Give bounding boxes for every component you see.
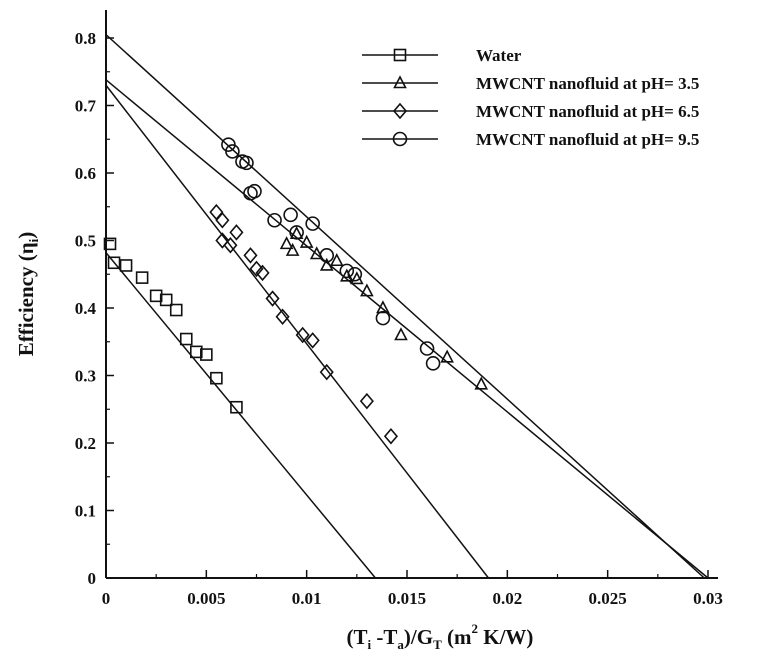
x-axis-title: (Ti -Ta)/GT (m2 K/W) bbox=[347, 621, 534, 652]
legend-marker-diamond bbox=[392, 102, 408, 120]
data-point-triangle bbox=[339, 268, 354, 282]
data-point-square bbox=[135, 271, 149, 284]
data-point-square bbox=[103, 237, 117, 251]
legend-marker-circle bbox=[392, 131, 408, 147]
y-tick-label: 0.5 bbox=[75, 232, 96, 251]
y-tick-label: 0.4 bbox=[75, 299, 97, 318]
data-point-circle bbox=[247, 183, 262, 199]
y-tick-label: 0.1 bbox=[75, 502, 96, 521]
data-point-triangle bbox=[309, 246, 324, 260]
fit-line-triangle bbox=[105, 79, 709, 579]
data-point-triangle bbox=[329, 253, 344, 267]
data-point-diamond bbox=[275, 308, 290, 326]
fit-line-square bbox=[105, 252, 376, 579]
data-point-square bbox=[149, 289, 163, 303]
data-point-circle bbox=[239, 155, 254, 171]
x-tick-label: 0.02 bbox=[492, 589, 522, 608]
x-tick-label: 0.015 bbox=[388, 589, 426, 608]
data-point-square bbox=[200, 348, 213, 361]
data-point-diamond bbox=[295, 326, 310, 344]
data-point-diamond bbox=[255, 264, 270, 282]
series-layer bbox=[103, 34, 709, 579]
x-ticks: 0 0.005 0.01 0.015 0.02 0.025 0.03 bbox=[102, 570, 723, 608]
series-square bbox=[103, 237, 376, 579]
data-point-circle bbox=[319, 248, 335, 263]
data-point-circle bbox=[225, 144, 240, 159]
legend-item-diamond: MWCNT nanofluid at pH= 6.5 bbox=[362, 102, 699, 121]
data-point-diamond bbox=[215, 232, 230, 249]
legend: Water MWCNT nanofluid at pH= 3.5 MWCNT nan… bbox=[362, 46, 699, 149]
legend-label: MWCNT nanofluid at pH= 9.5 bbox=[476, 130, 699, 149]
data-point-diamond bbox=[265, 290, 280, 307]
data-point-triangle bbox=[394, 327, 408, 341]
data-point-square bbox=[119, 259, 133, 272]
data-point-triangle bbox=[279, 236, 294, 250]
legend-label: Water bbox=[476, 46, 522, 65]
legend-item-triangle: MWCNT nanofluid at pH= 3.5 bbox=[362, 74, 699, 93]
series-diamond bbox=[105, 84, 490, 579]
data-point-circle bbox=[289, 225, 304, 240]
data-point-circle bbox=[267, 212, 282, 228]
fit-line-diamond bbox=[105, 84, 490, 579]
data-point-square bbox=[107, 256, 121, 270]
data-point-diamond bbox=[209, 203, 224, 221]
y-tick-label: 0.8 bbox=[75, 29, 96, 48]
data-point-diamond bbox=[319, 363, 334, 381]
data-point-square bbox=[190, 345, 203, 359]
x-tick-label: 0.005 bbox=[187, 589, 225, 608]
data-point-square bbox=[230, 400, 243, 414]
data-point-square bbox=[179, 332, 193, 346]
legend-item-square: Water bbox=[362, 46, 522, 65]
data-point-triangle bbox=[285, 242, 300, 256]
data-point-triangle bbox=[360, 283, 374, 297]
series-triangle bbox=[105, 79, 709, 579]
data-point-circle bbox=[419, 341, 435, 356]
data-point-circle bbox=[339, 263, 355, 279]
data-point-circle bbox=[283, 207, 298, 223]
y-tick-label: 0.3 bbox=[75, 367, 96, 386]
data-point-triangle bbox=[376, 300, 390, 314]
y-tick-label: 0.6 bbox=[75, 164, 96, 183]
data-point-square bbox=[159, 293, 173, 307]
x-tick-label: 0.025 bbox=[589, 589, 627, 608]
x-tick-label: 0.03 bbox=[693, 589, 723, 608]
data-point-diamond bbox=[243, 247, 258, 264]
data-point-diamond bbox=[223, 236, 238, 254]
fit-line-circle bbox=[105, 34, 705, 579]
data-point-diamond bbox=[215, 212, 230, 229]
data-point-triangle bbox=[440, 349, 454, 363]
data-point-diamond bbox=[249, 260, 264, 278]
data-point-diamond bbox=[359, 392, 374, 410]
y-ticks: 0 0.1 0.2 0.3 0.4 0.5 0.6 0.7 0.8 bbox=[75, 29, 114, 588]
y-axis-title: Efficiency (ηi) bbox=[14, 232, 41, 357]
data-point-square bbox=[169, 303, 183, 317]
plot-area: 0 0.1 0.2 0.3 0.4 0.5 0.6 0.7 0.8 0 0.005 0.01 0.01… bbox=[75, 10, 723, 608]
x-tick-label: 0.01 bbox=[292, 589, 322, 608]
y-tick-label: 0.2 bbox=[75, 434, 96, 453]
y-tick-label: 0.7 bbox=[75, 97, 97, 116]
data-point-circle bbox=[375, 310, 391, 326]
data-point-triangle bbox=[299, 234, 314, 248]
data-point-circle bbox=[425, 356, 441, 371]
legend-label: MWCNT nanofluid at pH= 3.5 bbox=[476, 74, 699, 93]
legend-label: MWCNT nanofluid at pH= 6.5 bbox=[476, 102, 699, 121]
data-point-square bbox=[210, 371, 223, 385]
data-point-triangle bbox=[319, 257, 334, 271]
legend-marker-square bbox=[393, 48, 407, 62]
series-circle bbox=[105, 34, 705, 579]
data-point-diamond bbox=[383, 428, 399, 445]
data-point-diamond bbox=[229, 224, 244, 241]
x-tick-label: 0 bbox=[102, 589, 111, 608]
legend-item-circle: MWCNT nanofluid at pH= 9.5 bbox=[362, 130, 699, 149]
y-tick-label: 0 bbox=[88, 569, 97, 588]
data-point-triangle bbox=[474, 376, 489, 390]
legend-marker-triangle bbox=[393, 75, 407, 89]
data-point-circle bbox=[305, 216, 320, 231]
data-point-diamond bbox=[305, 332, 320, 349]
data-point-circle bbox=[347, 266, 363, 282]
